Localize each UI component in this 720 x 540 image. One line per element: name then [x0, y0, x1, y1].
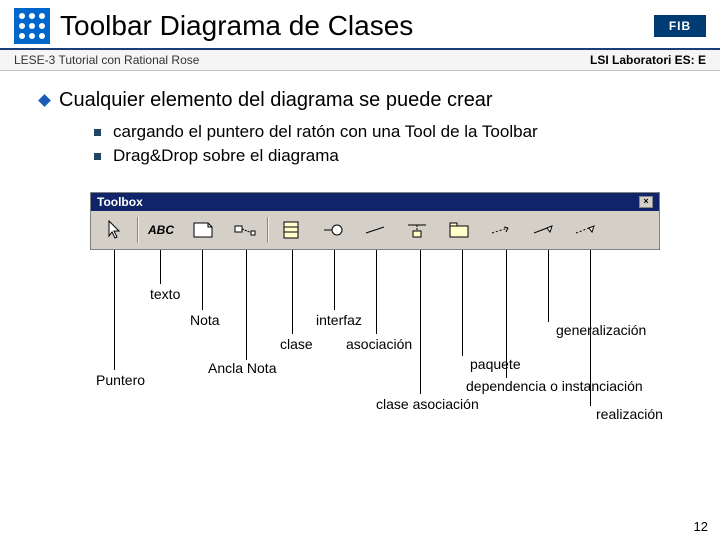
bullet-text: Cualquier elemento del diagrama se puede… [59, 89, 493, 112]
toolbox-panel: Toolbox × ABC [90, 192, 660, 250]
callout-area: Puntero texto Nota Ancla Nota clase inte… [90, 250, 660, 420]
class-icon [283, 221, 299, 239]
label-dependencia: dependencia o instanciación [466, 378, 643, 394]
note-icon [193, 222, 213, 238]
page-title: Toolbar Diagrama de Clases [60, 10, 644, 42]
dependency-icon [490, 225, 512, 235]
assoc-class-button[interactable] [396, 215, 438, 245]
slide-header: Toolbar Diagrama de Clases FIB [0, 0, 720, 48]
label-nota: Nota [190, 312, 220, 328]
package-button[interactable] [438, 215, 480, 245]
bullet-main: Cualquier elemento del diagrama se puede… [40, 89, 690, 112]
realize-icon [574, 224, 596, 236]
sub-bullet: cargando el puntero del ratón con una To… [94, 122, 690, 142]
dependency-button[interactable] [480, 215, 522, 245]
realization-button[interactable] [564, 215, 606, 245]
text-button[interactable]: ABC [140, 215, 182, 245]
anchor-note-button[interactable] [224, 215, 266, 245]
interface-button[interactable] [312, 215, 354, 245]
label-paquete: paquete [470, 356, 521, 372]
package-icon [449, 222, 469, 238]
toolbox-title-label: Toolbox [97, 195, 143, 209]
label-clase-asoc: clase asociación [376, 396, 479, 412]
page-number: 12 [694, 519, 708, 534]
label-asociacion: asociación [346, 336, 412, 352]
anchor-icon [234, 223, 256, 237]
square-icon [94, 153, 101, 160]
assoc-icon [364, 225, 386, 235]
text-icon: ABC [148, 223, 174, 237]
upc-logo [14, 8, 50, 44]
interface-icon [323, 223, 343, 237]
close-icon[interactable]: × [639, 196, 653, 208]
label-interfaz: interfaz [316, 312, 362, 328]
label-generalizacion: generalización [556, 322, 646, 338]
generalize-icon [532, 224, 554, 236]
label-ancla: Ancla Nota [208, 360, 276, 376]
sub-text: cargando el puntero del ratón con una To… [113, 122, 538, 142]
sub-bullet: Drag&Drop sobre el diagrama [94, 146, 690, 166]
toolbox-titlebar: Toolbox × [91, 193, 659, 211]
label-clase: clase [280, 336, 313, 352]
label-texto: texto [150, 286, 180, 302]
note-button[interactable] [182, 215, 224, 245]
breadcrumb-bar: LESE-3 Tutorial con Rational Rose LSI La… [0, 48, 720, 71]
class-button[interactable] [270, 215, 312, 245]
breadcrumb-left: LESE-3 Tutorial con Rational Rose [14, 53, 199, 67]
label-puntero: Puntero [96, 372, 145, 388]
pointer-icon [107, 220, 123, 240]
diamond-icon [38, 94, 51, 107]
pointer-button[interactable] [94, 215, 136, 245]
square-icon [94, 129, 101, 136]
association-button[interactable] [354, 215, 396, 245]
assoc-class-icon [406, 221, 428, 239]
label-realizacion: realización [596, 406, 663, 422]
fib-logo: FIB [654, 15, 706, 37]
toolbox-button-row: ABC [91, 211, 659, 249]
breadcrumb-right: LSI Laboratori ES: E [590, 53, 706, 67]
sub-text: Drag&Drop sobre el diagrama [113, 146, 339, 166]
generalization-button[interactable] [522, 215, 564, 245]
